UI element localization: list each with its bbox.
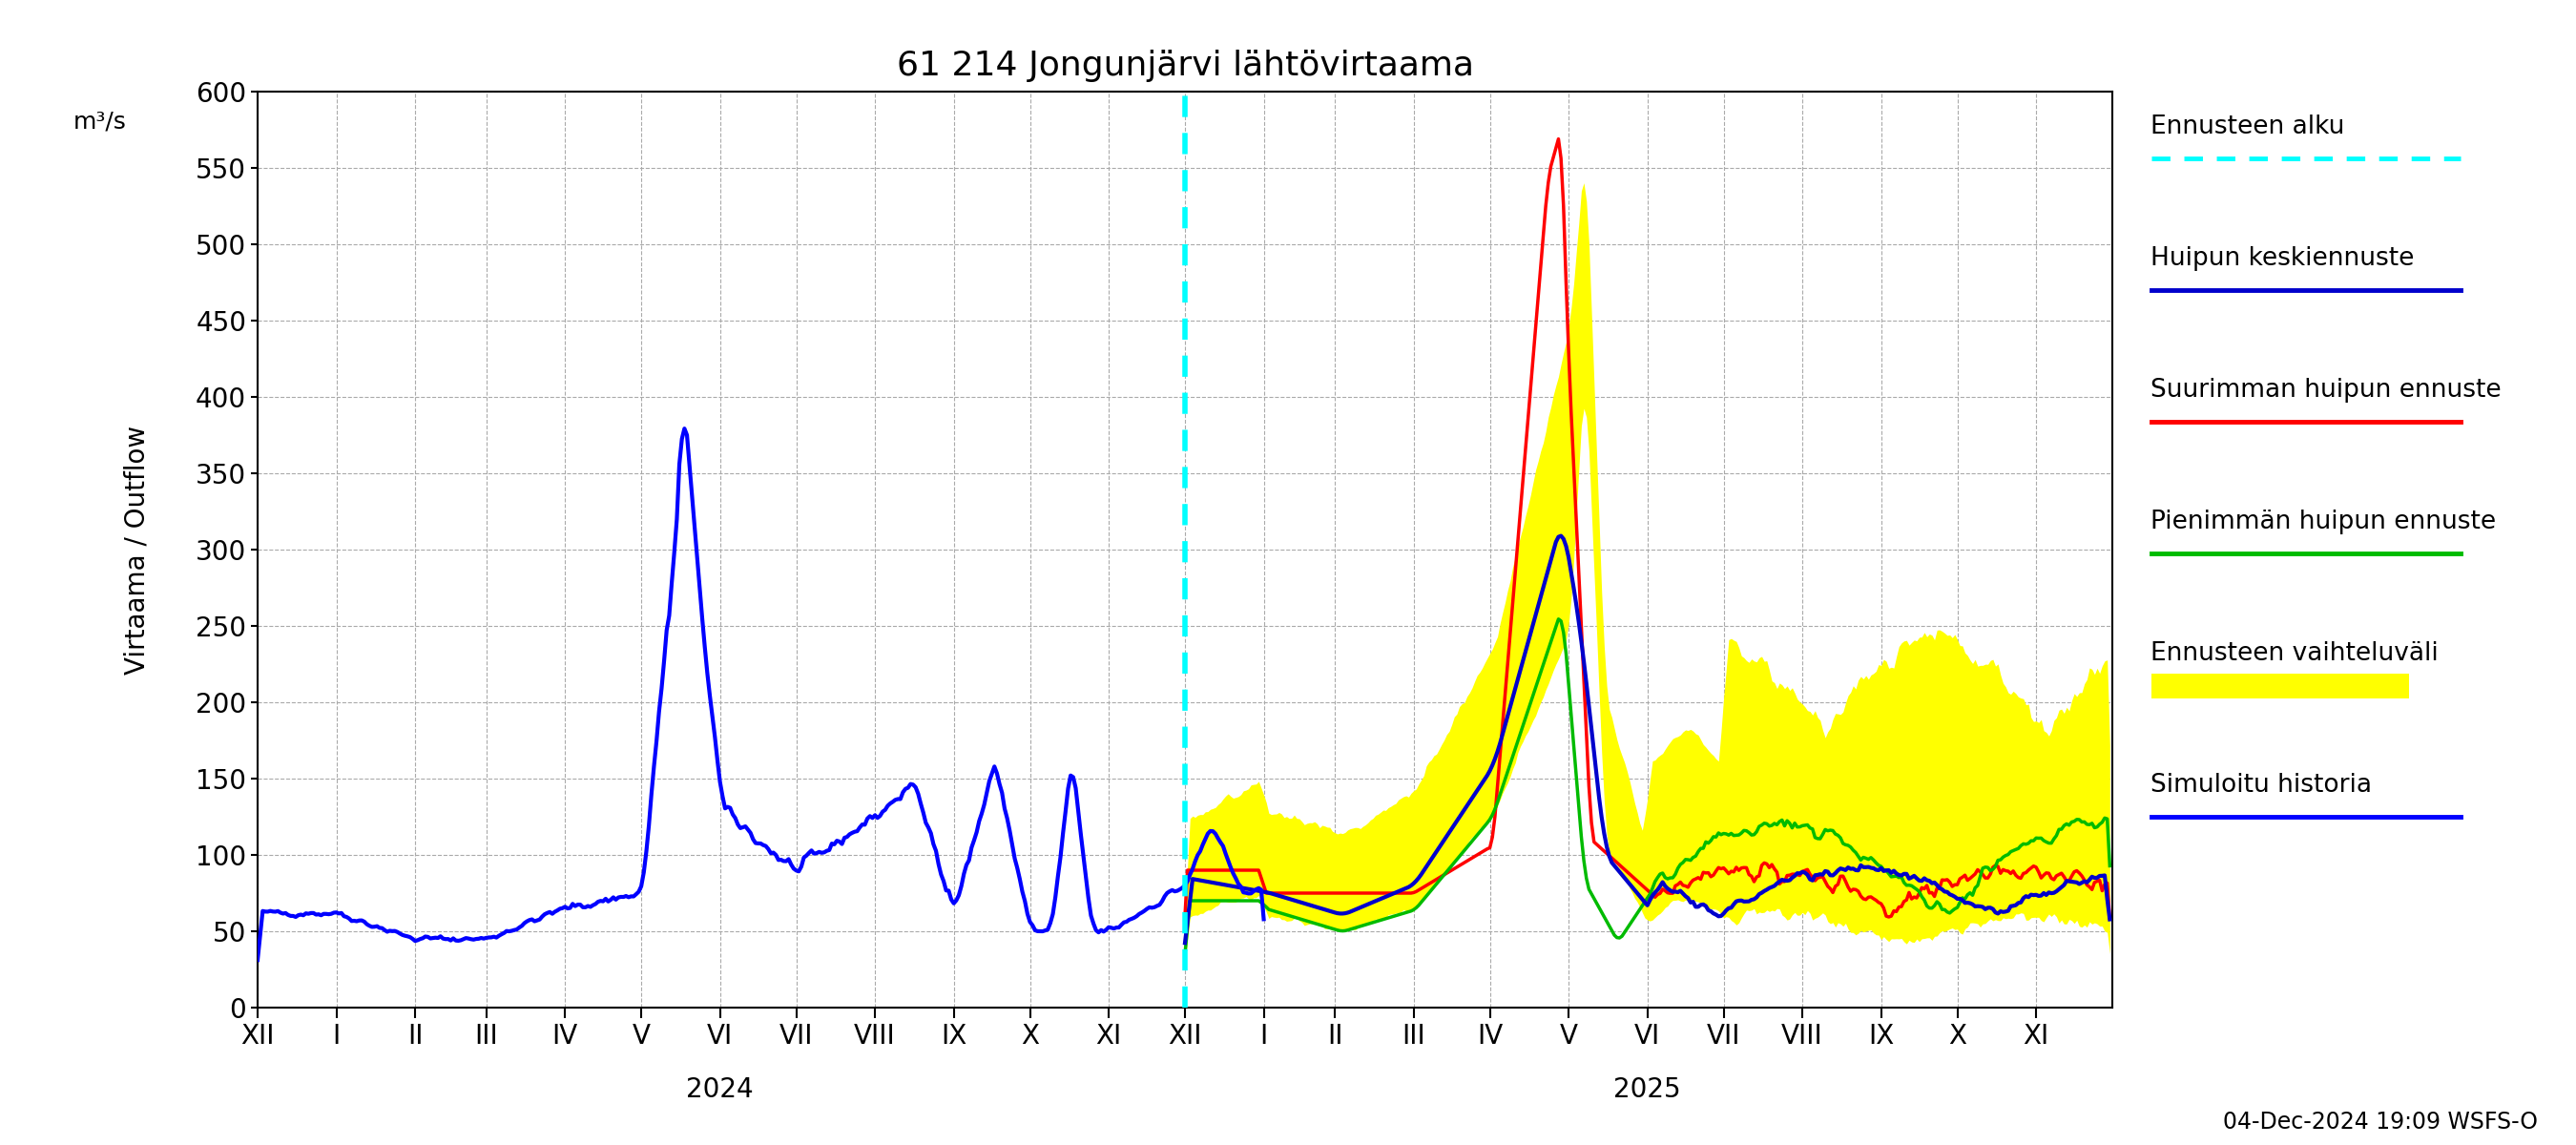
- Text: Huipun keskiennuste: Huipun keskiennuste: [2151, 246, 2414, 271]
- Text: Pienimmän huipun ennuste: Pienimmän huipun ennuste: [2151, 510, 2496, 535]
- Text: 2024: 2024: [685, 1076, 755, 1104]
- Text: m³/s: m³/s: [72, 110, 126, 133]
- Text: 2025: 2025: [1613, 1076, 1682, 1104]
- Text: Simuloitu historia: Simuloitu historia: [2151, 773, 2372, 798]
- Text: Ennusteen alku: Ennusteen alku: [2151, 114, 2344, 140]
- Text: 04-Dec-2024 19:09 WSFS-O: 04-Dec-2024 19:09 WSFS-O: [2223, 1111, 2537, 1134]
- Text: Ennusteen vaihteluväli: Ennusteen vaihteluväli: [2151, 641, 2439, 666]
- Text: Virtaama / Outflow: Virtaama / Outflow: [124, 425, 149, 674]
- Title: 61 214 Jongunjärvi lähtövirtaama: 61 214 Jongunjärvi lähtövirtaama: [896, 50, 1473, 82]
- Text: Suurimman huipun ennuste: Suurimman huipun ennuste: [2151, 378, 2501, 403]
